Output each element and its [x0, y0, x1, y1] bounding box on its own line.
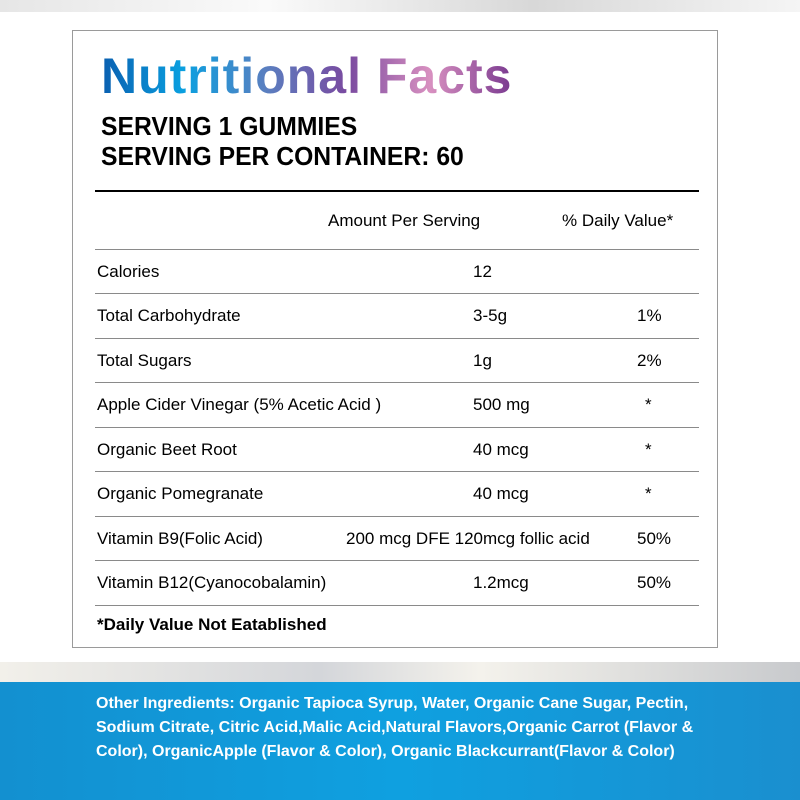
nutrient-amount: 1g — [473, 350, 492, 370]
nutrient-name: Apple Cider Vinegar (5% Acetic Acid ) — [97, 395, 382, 414]
footnote: *Daily Value Not Eatablished — [97, 615, 327, 634]
table-header: Amount Per Serving % Daily Value* — [95, 192, 699, 250]
table-row: Vitamin B9(Folic Acid) 200 mcg DFE 120mc… — [95, 517, 699, 561]
divider — [95, 190, 699, 192]
nutrient-name: Total Carbohydrate — [97, 306, 241, 325]
nutrient-amount: 3-5g — [473, 306, 508, 325]
silver-band — [0, 662, 800, 682]
other-ingredients: Other Ingredients: Organic Tapioca Syrup… — [96, 695, 694, 760]
table-row: Calories 12 — [95, 250, 699, 294]
nutrient-amount: 200 mcg DFE 120mcg follic acid — [346, 528, 590, 548]
nutrient-amount: 1.2mcg — [473, 573, 529, 592]
table-row: Total Sugars 1g 2% — [95, 339, 699, 383]
nutrient-dv: * — [645, 484, 652, 503]
amount-header: Amount Per Serving — [328, 210, 481, 230]
nutrient-name: Organic Beet Root — [97, 439, 237, 459]
nutrient-dv: 50% — [637, 528, 672, 548]
nutrient-dv: 1% — [637, 306, 662, 325]
nutrient-name: Calories — [97, 261, 160, 281]
table-row: Apple Cider Vinegar (5% Acetic Acid ) 50… — [95, 384, 699, 428]
dv-header: % Daily Value* — [562, 210, 674, 230]
top-band — [0, 0, 800, 12]
servings-per-container: SERVING PER CONTAINER: 60 — [101, 141, 464, 171]
table-row: Organic Pomegranate 40 mcg * — [95, 473, 699, 517]
table-row: Vitamin B12(Cyanocobalamin) 1.2mcg 50% — [95, 562, 699, 606]
table-row: Total Carbohydrate 3-5g 1% — [95, 295, 699, 339]
table-row: Organic Beet Root 40 mcg * — [95, 428, 699, 472]
ingredients-banner: Other Ingredients: Organic Tapioca Syrup… — [0, 682, 800, 800]
serving-size: SERVING 1 GUMMIES — [101, 111, 358, 141]
nutrient-amount: 12 — [473, 261, 492, 281]
nutrient-name: Organic Pomegranate — [97, 484, 264, 503]
nutrient-amount: 500 mg — [473, 395, 530, 414]
nutrient-dv: * — [645, 439, 652, 459]
nutrient-name: Total Sugars — [97, 350, 192, 370]
nutrient-amount: 40 mcg — [473, 439, 529, 459]
nutrient-name: Vitamin B12(Cyanocobalamin) — [97, 573, 327, 592]
nutrient-name: Vitamin B9(Folic Acid) — [97, 528, 263, 548]
nutrient-amount: 40 mcg — [473, 484, 529, 503]
nutrition-facts-panel: Nutritional Facts SERVING 1 GUMMIES SERV… — [72, 30, 718, 648]
panel-title: Nutritional Facts — [101, 48, 513, 104]
nutrient-dv: * — [645, 395, 652, 414]
nutrient-dv: 2% — [637, 350, 662, 370]
nutrient-dv: 50% — [637, 573, 672, 592]
